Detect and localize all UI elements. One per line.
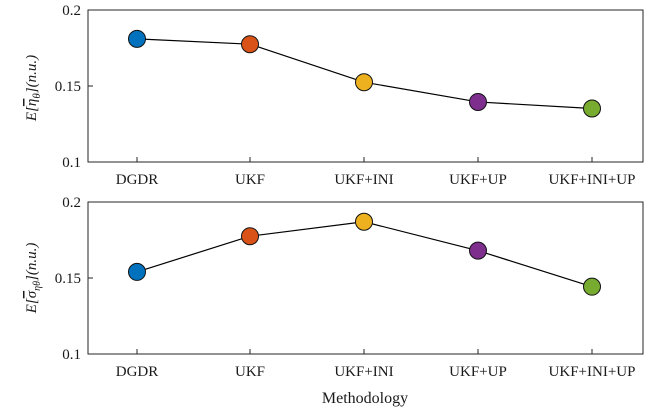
x-tick-label: UKF+UP bbox=[449, 364, 507, 380]
top-y-ticks: 0.1 0.15 0.2 bbox=[55, 3, 93, 171]
x-tick-label: DGDR bbox=[116, 364, 159, 380]
y-tick-label: 0.1 bbox=[62, 155, 81, 171]
data-point-ukf bbox=[241, 227, 259, 246]
data-point-ukf-ini bbox=[355, 212, 373, 231]
x-tick-label: UKF+INI bbox=[334, 364, 393, 380]
bottom-y-axis-label: E[σηθ](n.u.) bbox=[24, 243, 43, 315]
bottom-y-ticks: 0.1 0.15 0.2 bbox=[55, 195, 93, 363]
x-tick-label: UKF bbox=[235, 364, 265, 380]
y-tick-label: 0.1 bbox=[62, 347, 81, 363]
x-tick-label: UKF+INI+UP bbox=[549, 364, 636, 380]
data-point-ukf-ini-up bbox=[583, 99, 601, 118]
data-point-ukf-up bbox=[469, 92, 487, 111]
y-tick-label: 0.2 bbox=[62, 195, 81, 211]
y-tick-label: 0.15 bbox=[55, 271, 81, 287]
x-tick-label: UKF+UP bbox=[449, 172, 507, 188]
data-point-dgdr bbox=[128, 262, 146, 281]
top-x-ticks: DGDR UKF UKF+INI UKF+UP UKF+INI+UP bbox=[116, 157, 636, 188]
x-tick-label: UKF+INI+UP bbox=[549, 172, 636, 188]
x-tick-label: UKF+INI bbox=[334, 172, 393, 188]
x-tick-label: DGDR bbox=[116, 172, 159, 188]
data-point-dgdr bbox=[128, 29, 146, 48]
x-tick-label: UKF bbox=[235, 172, 265, 188]
top-y-axis-label: E[ηθ](n.u.) bbox=[24, 55, 43, 122]
y-tick-label: 0.15 bbox=[55, 79, 81, 95]
data-point-ukf-ini bbox=[355, 73, 373, 92]
data-point-ukf bbox=[241, 35, 259, 54]
x-axis-label: Methodology bbox=[322, 390, 408, 407]
top-panel: 0.1 0.15 0.2 DGDR UKF UKF+INI UKF+UP UKF+INI+U… bbox=[24, 3, 644, 188]
data-point-ukf-ini-up bbox=[583, 277, 601, 296]
bottom-data-points bbox=[128, 212, 601, 296]
top-data-points bbox=[128, 29, 601, 118]
bottom-panel: 0.1 0.15 0.2 DGDR UKF UKF+INI UKF+UP UKF+INI+U… bbox=[24, 195, 644, 407]
bottom-series-line bbox=[136, 221, 593, 288]
bottom-x-ticks: DGDR UKF UKF+INI UKF+UP UKF+INI+UP bbox=[116, 349, 636, 380]
data-point-ukf-up bbox=[469, 241, 487, 260]
y-tick-label: 0.2 bbox=[62, 3, 81, 19]
